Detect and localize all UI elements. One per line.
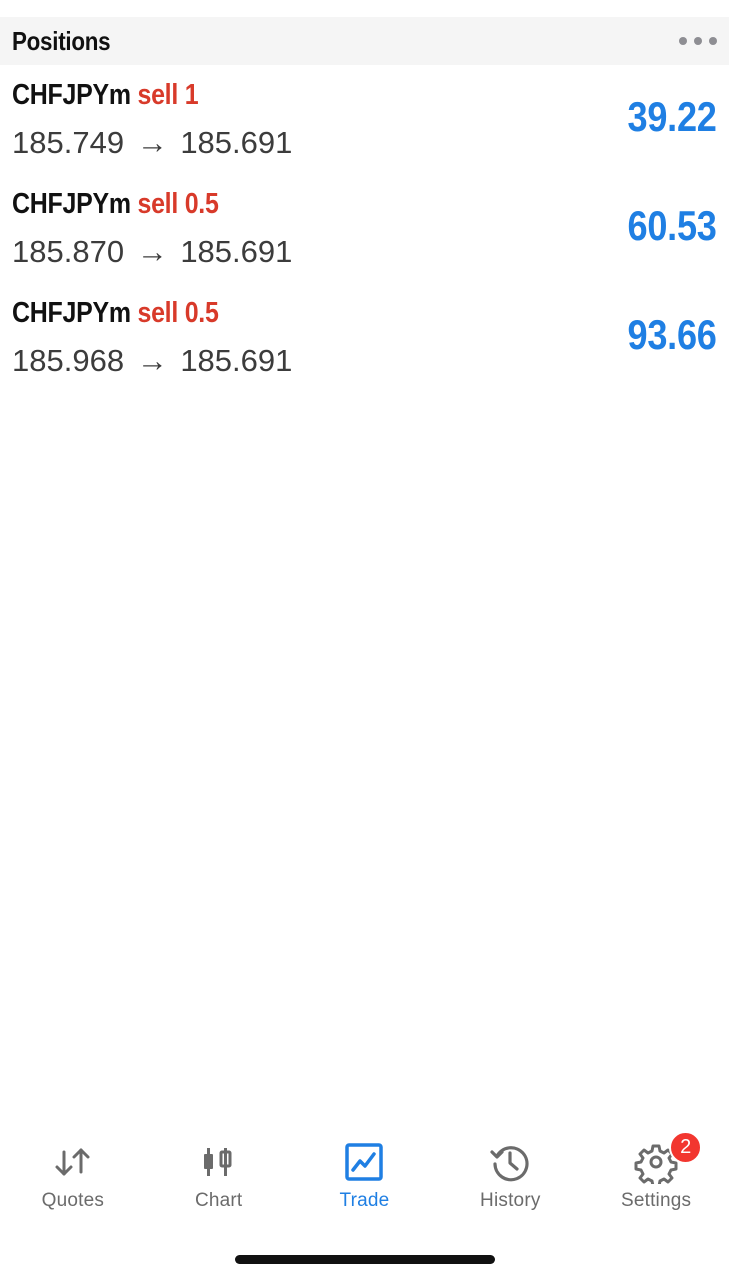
tab-label: Settings [620, 1190, 692, 1211]
tab-quotes[interactable]: Quotes [0, 1130, 146, 1220]
section-title: Positions [12, 25, 111, 56]
position-title: CHFJPYm sell 1 [12, 79, 199, 112]
tab-chart[interactable]: Chart [146, 1130, 292, 1220]
position-prices: 185.968 → 185.691 [12, 343, 292, 379]
current-price: 185.691 [180, 234, 293, 269]
open-price: 185.870 [12, 234, 125, 269]
tab-trade[interactable]: Trade [292, 1130, 438, 1220]
position-prices: 185.749 → 185.691 [12, 125, 292, 161]
open-price: 185.968 [12, 343, 125, 378]
arrow-right-icon: → [136, 125, 168, 160]
position-volume: 0.5 [184, 188, 219, 220]
position-title: CHFJPYm sell 0.5 [12, 297, 219, 330]
position-profit: 93.66 [627, 311, 717, 358]
tab-label: Quotes [41, 1190, 105, 1211]
home-indicator[interactable] [235, 1255, 495, 1264]
position-side: sell [137, 297, 179, 329]
status-area [0, 0, 729, 17]
bottom-tab-bar: Quotes Chart Trade [0, 1130, 729, 1220]
position-title: CHFJPYm sell 0.5 [12, 188, 219, 221]
position-volume: 0.5 [184, 297, 219, 329]
position-prices: 185.870 → 185.691 [12, 234, 292, 270]
position-symbol: CHFJPYm [12, 297, 131, 329]
quotes-arrows-icon [51, 1140, 95, 1184]
tab-settings[interactable]: Settings 2 [583, 1130, 729, 1220]
position-row[interactable]: CHFJPYm sell 0.5 185.968 → 185.691 93.66 [0, 283, 729, 392]
arrow-right-icon: → [136, 343, 168, 378]
positions-list: CHFJPYm sell 1 185.749 → 185.691 39.22 C… [0, 65, 729, 392]
position-side: sell [137, 188, 179, 220]
tab-history[interactable]: History [437, 1130, 583, 1220]
position-volume: 1 [184, 79, 199, 111]
ellipsis-icon [709, 37, 717, 45]
candlestick-chart-icon [197, 1140, 241, 1184]
tab-label: Trade [339, 1190, 390, 1211]
position-side: sell [137, 79, 179, 111]
position-row[interactable]: CHFJPYm sell 0.5 185.870 → 185.691 60.53 [0, 174, 729, 283]
trade-chart-icon [342, 1140, 386, 1184]
history-clock-icon [488, 1140, 532, 1184]
tab-label: History [480, 1190, 541, 1211]
position-symbol: CHFJPYm [12, 79, 131, 111]
notification-badge: 2 [669, 1131, 703, 1164]
ellipsis-icon [679, 37, 687, 45]
arrow-right-icon: → [136, 234, 168, 269]
position-profit: 60.53 [627, 202, 717, 249]
positions-header: Positions [0, 17, 729, 65]
current-price: 185.691 [180, 125, 293, 160]
position-row[interactable]: CHFJPYm sell 1 185.749 → 185.691 39.22 [0, 65, 729, 174]
position-profit: 39.22 [627, 93, 717, 140]
more-options-button[interactable] [673, 26, 717, 56]
ellipsis-icon [694, 37, 702, 45]
tab-label: Chart [194, 1190, 243, 1211]
open-price: 185.749 [12, 125, 125, 160]
position-symbol: CHFJPYm [12, 188, 131, 220]
current-price: 185.691 [180, 343, 293, 378]
